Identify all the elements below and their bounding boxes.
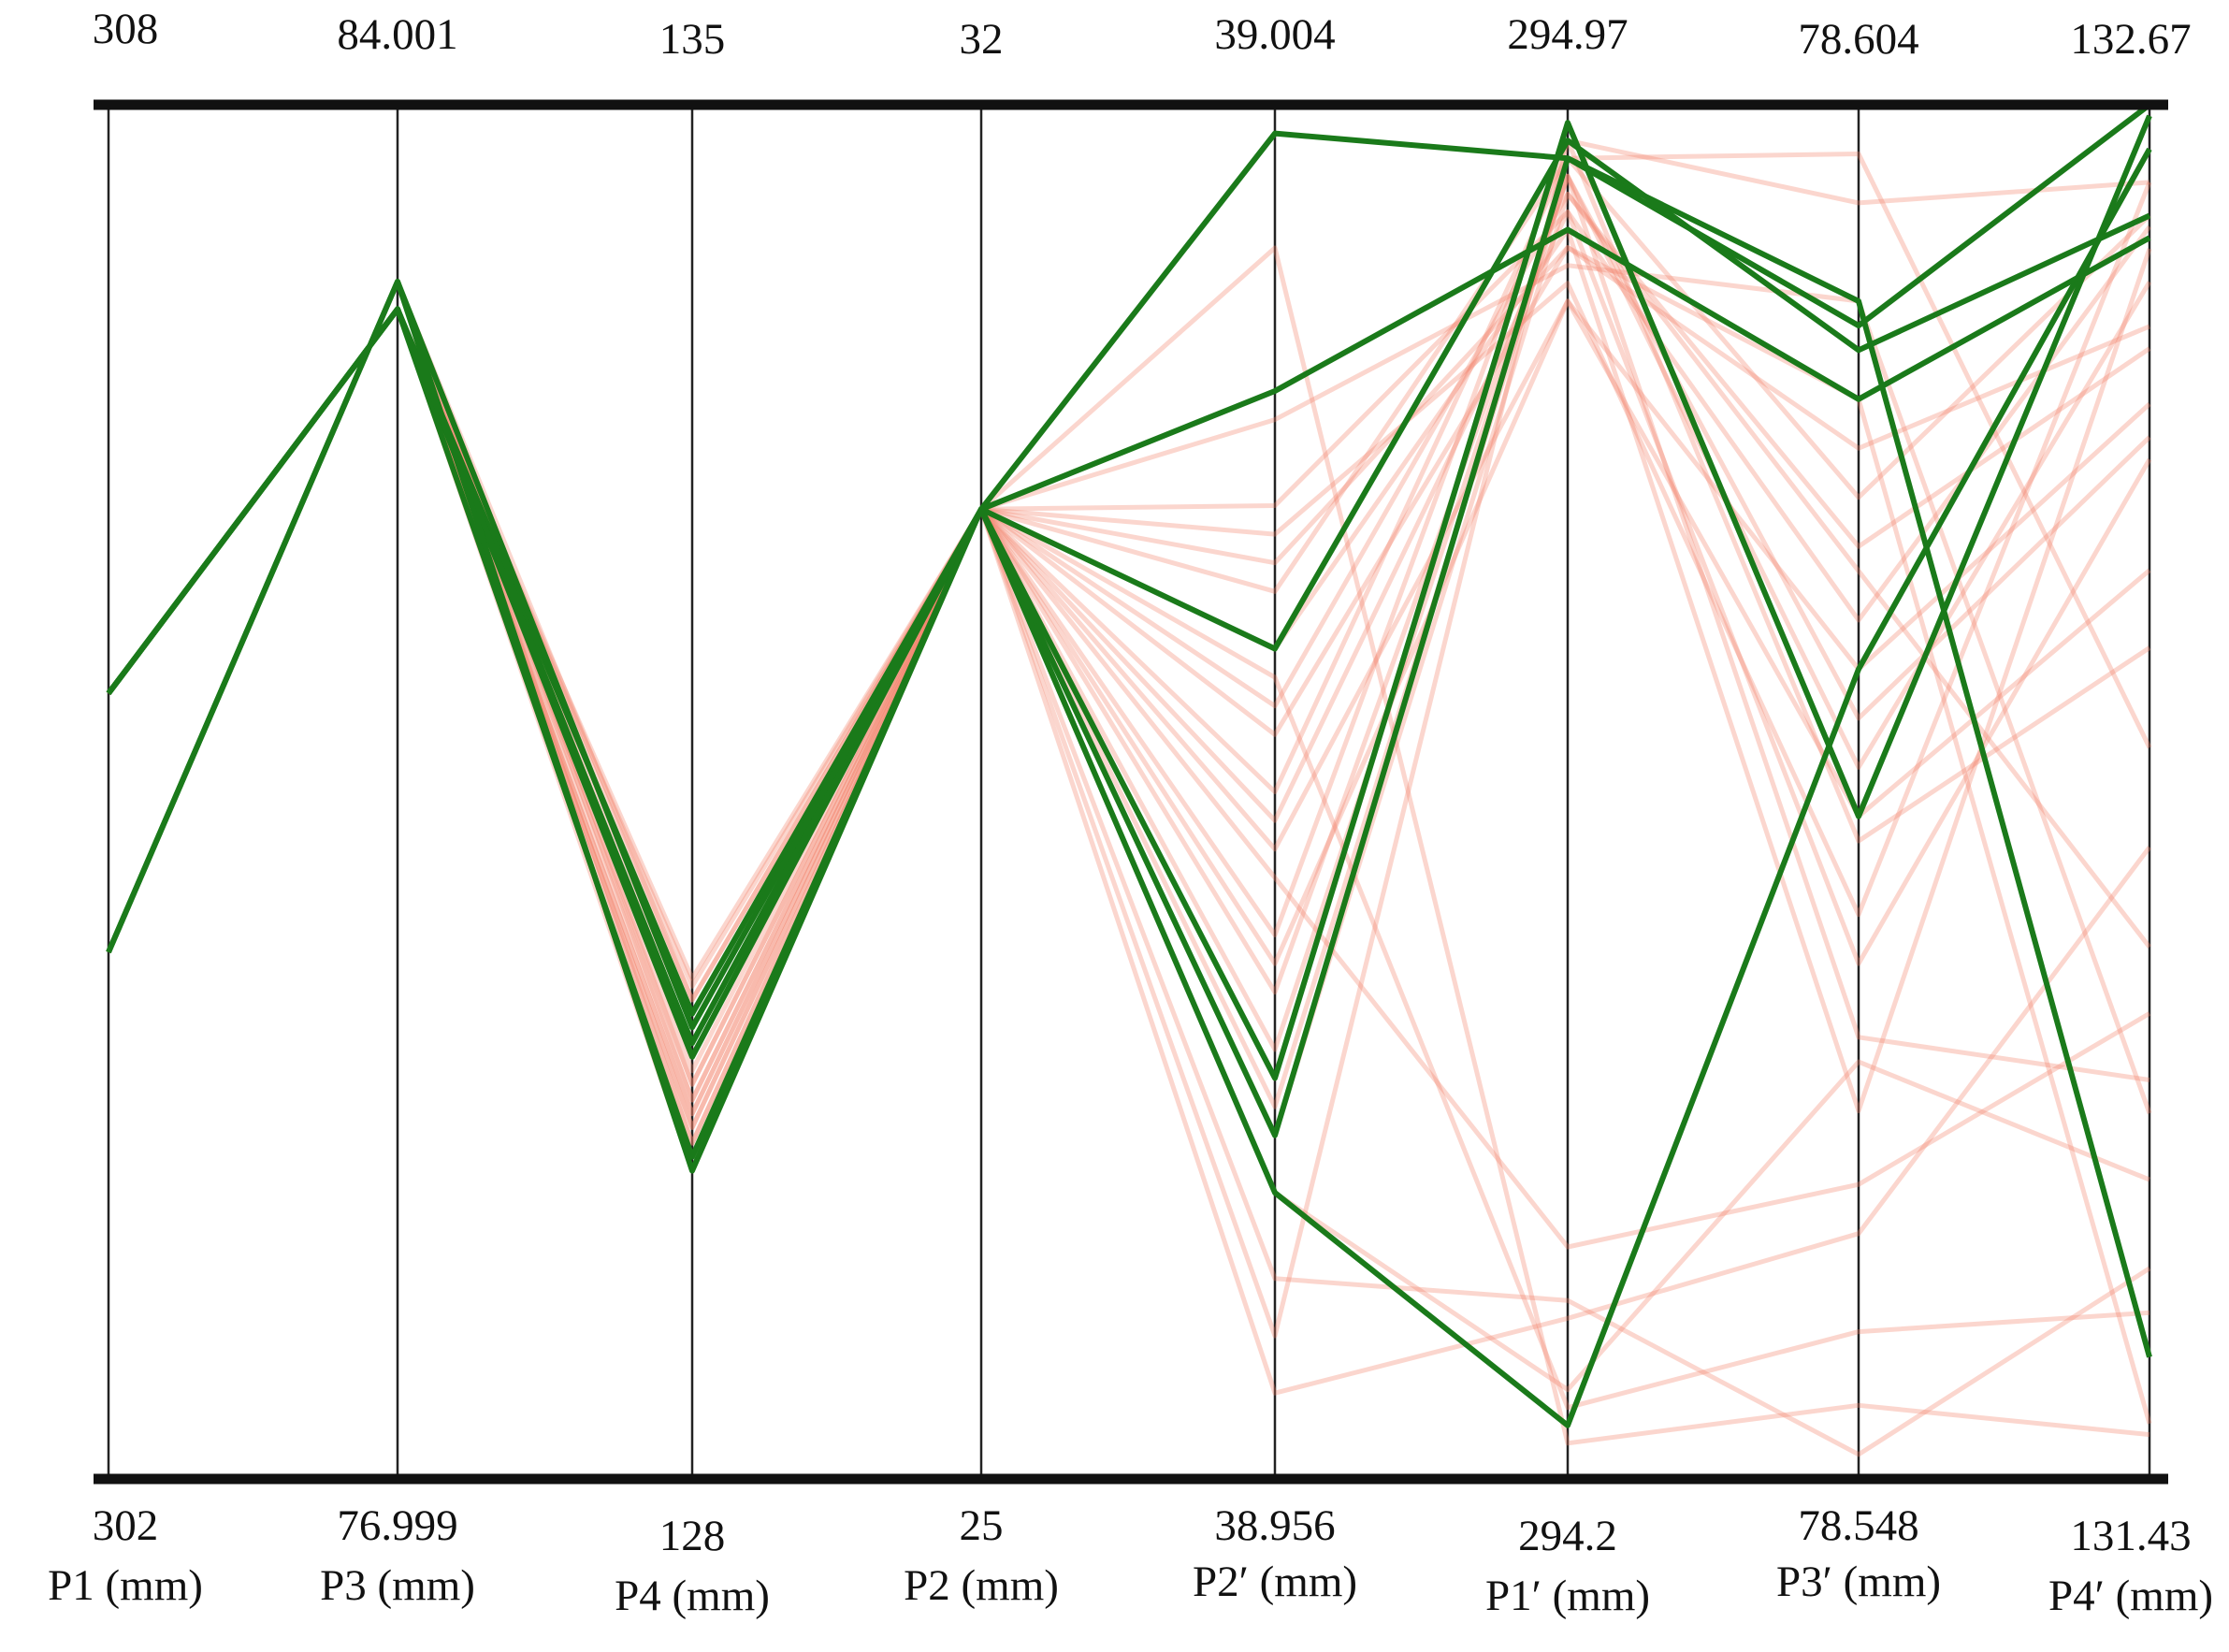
feasible-line-7 — [107, 227, 2152, 1173]
axis-max-label-6: 294.97 — [1507, 10, 1628, 59]
axis-min-label-1: 302 — [93, 1501, 159, 1550]
polylines-layer — [106, 102, 2152, 1457]
axis-max-label-1: 308 — [93, 5, 159, 53]
axis-min-label-6: 294.2 — [1518, 1512, 1617, 1560]
axis-min-label-8: 131.43 — [2070, 1512, 2191, 1560]
feasible-line-19 — [106, 210, 2152, 1087]
axes-layer — [107, 105, 2151, 1479]
axis-name-label-1: P1 (mm) — [48, 1561, 203, 1610]
axis-max-label-3: 135 — [659, 15, 726, 64]
axis-max-label-2: 84.001 — [337, 10, 457, 59]
axis-name-label-7: P3′ (mm) — [1776, 1558, 1941, 1606]
axis-name-label-4: P2 (mm) — [904, 1561, 1059, 1610]
optimal-line-5 — [106, 226, 2151, 1031]
axis-max-label-7: 78.604 — [1798, 15, 1918, 64]
feasible-line-24 — [106, 191, 2151, 1103]
axis-name-label-6: P1′ (mm) — [1485, 1572, 1650, 1620]
feasible-line-13 — [107, 245, 2150, 1446]
axis-max-label-5: 39.004 — [1214, 10, 1335, 59]
axis-max-label-8: 132.67 — [2070, 15, 2191, 64]
frame-layer — [94, 99, 2168, 1485]
axis-min-label-2: 76.999 — [337, 1501, 457, 1550]
axis-min-label-4: 25 — [960, 1501, 1004, 1550]
axis-name-label-3: P4 (mm) — [615, 1572, 770, 1620]
axis-min-label-3: 128 — [659, 1512, 726, 1560]
labels-layer: 308 302 P1 (mm) 84.001 76.999 P3 (mm) 135 128 P4… — [48, 5, 2213, 1620]
axis-min-label-5: 38.956 — [1214, 1501, 1335, 1550]
optimal-line-6 — [106, 114, 2152, 1174]
optimal-line-2 — [106, 102, 2151, 1160]
feasible-line-6 — [107, 138, 2151, 1003]
axis-name-label-8: P4′ (mm) — [2048, 1572, 2213, 1620]
axis-name-label-5: P2′ (mm) — [1193, 1558, 1357, 1606]
feasible-line-1 — [107, 245, 2152, 1425]
axis-min-label-7: 78.548 — [1798, 1501, 1918, 1550]
axis-name-label-2: P3 (mm) — [320, 1561, 475, 1610]
axis-max-label-4: 32 — [960, 15, 1004, 64]
